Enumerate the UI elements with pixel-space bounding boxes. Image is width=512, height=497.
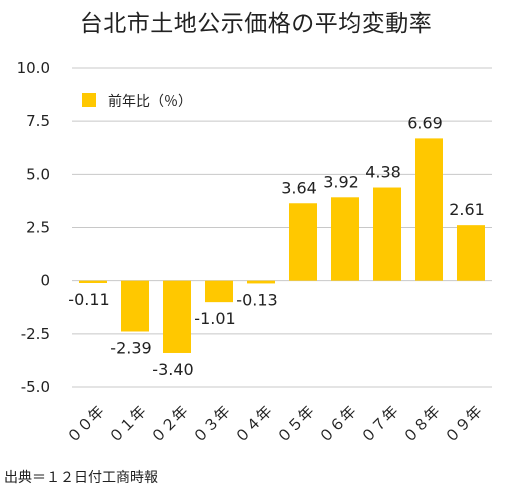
data-label: -0.11	[68, 290, 109, 309]
y-axis: 10.0 7.5 5.0 2.5 0 -2.5 -5.0	[17, 59, 50, 396]
source-note: 出典＝１２日付工商時報	[4, 470, 158, 486]
y-tick-label: -5.0	[21, 378, 50, 396]
bars	[79, 138, 485, 353]
x-tick-label: ０７年	[357, 402, 402, 447]
data-label: 6.69	[407, 113, 443, 132]
legend-swatch	[82, 93, 96, 107]
data-label: -0.13	[236, 290, 277, 309]
x-tick-label: ００年	[63, 402, 108, 447]
data-label: -1.01	[194, 309, 235, 328]
y-tick-label: 7.5	[26, 112, 50, 130]
data-label: 3.64	[281, 178, 317, 197]
x-tick-label: ０３年	[189, 402, 234, 447]
x-tick-label: ０４年	[231, 402, 276, 447]
x-tick-label: ０８年	[399, 402, 444, 447]
chart-title: 台北市土地公示価格の平均変動率	[79, 11, 433, 37]
x-tick-label: ０２年	[147, 402, 192, 447]
bar	[163, 280, 191, 353]
legend-label: 前年比（％）	[108, 93, 192, 110]
x-tick-label: ０５年	[273, 402, 318, 447]
bar	[79, 280, 107, 284]
grid-lines	[72, 67, 492, 388]
bar	[331, 197, 359, 281]
bar	[205, 280, 233, 303]
x-tick-label: ０１年	[105, 402, 150, 447]
data-label: 4.38	[365, 163, 401, 182]
bar	[415, 138, 443, 281]
x-tick-label: ０６年	[315, 402, 360, 447]
y-tick-label: 5.0	[26, 165, 50, 183]
x-tick-label: ０９年	[441, 402, 486, 447]
data-label: -2.39	[110, 338, 151, 357]
data-label: -3.40	[152, 360, 193, 379]
bar	[289, 203, 317, 281]
y-tick-label: 2.5	[26, 219, 50, 237]
bar	[373, 187, 401, 281]
bar	[121, 280, 149, 332]
bar	[247, 280, 275, 284]
legend: 前年比（％）	[82, 93, 192, 110]
data-label: 2.61	[449, 200, 485, 219]
data-label: 3.92	[323, 172, 359, 191]
y-tick-label: 0	[40, 272, 50, 290]
data-labels: -0.11 -2.39-3.40 -1.01-0.13 3.64 3.92 4.38 6.6…	[68, 113, 485, 379]
y-tick-label: 10.0	[17, 59, 50, 77]
bar	[457, 225, 485, 281]
y-tick-label: -2.5	[21, 325, 50, 343]
